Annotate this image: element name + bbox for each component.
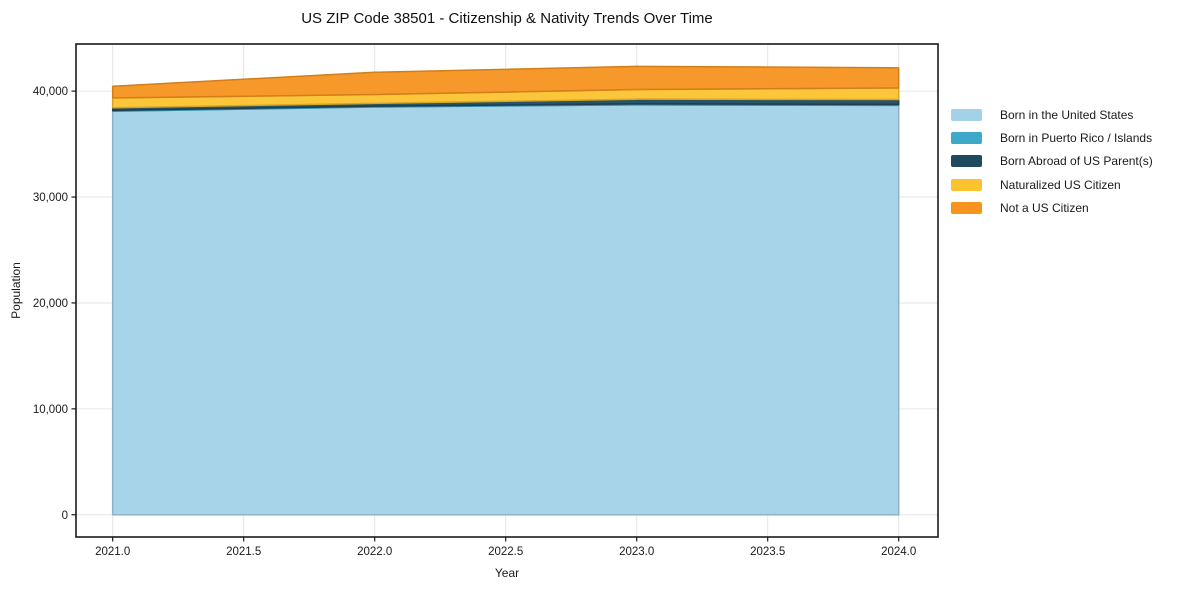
x-tick-label: 2024.0 [881,546,916,558]
y-tick-label: 0 [62,510,68,522]
x-tick-label: 2021.5 [226,546,261,558]
legend-item: Born in the United States [951,103,1153,126]
x-tick-label: 2022.5 [488,546,523,558]
x-axis-label: Year [495,566,519,580]
legend-label-naturalized: Naturalized US Citizen [1000,177,1121,192]
legend-item: Born in Puerto Rico / Islands [951,126,1153,149]
y-tick-label: 20,000 [33,298,68,310]
legend-label-born-abroad: Born Abroad of US Parent(s) [1000,154,1153,169]
x-tick-label: 2022.0 [357,546,392,558]
legend-swatch-born-us-icon [951,108,982,121]
chart-title: US ZIP Code 38501 - Citizenship & Nativi… [301,10,713,27]
legend-label-born-us: Born in the United States [1000,107,1134,122]
area-series-0 [111,104,900,516]
legend-item: Naturalized US Citizen [951,173,1153,196]
legend-label-puerto-rico: Born in Puerto Rico / Islands [1000,131,1153,146]
legend-item: Born Abroad of US Parent(s) [951,150,1153,173]
legend-swatch-not-citizen-icon [951,202,982,215]
x-tick-label: 2023.0 [619,546,654,558]
y-tick-label: 30,000 [33,192,68,204]
legend-swatch-puerto-rico-icon [951,132,982,145]
legend: Born in the United States Born in Puerto… [951,103,1153,220]
plot-frame [75,43,939,538]
legend-label-not-citizen: Not a US Citizen [1000,201,1089,216]
y-axis-label: Population [9,262,23,319]
area-series-4 [111,65,900,99]
x-tick-label: 2021.0 [95,546,130,558]
legend-swatch-naturalized-icon [951,178,982,191]
legend-item: Not a US Citizen [951,197,1153,220]
y-tick-label: 10,000 [33,404,68,416]
x-tick-label: 2023.5 [750,546,785,558]
y-tick-label: 40,000 [33,86,68,98]
legend-swatch-born-abroad-icon [951,155,982,168]
